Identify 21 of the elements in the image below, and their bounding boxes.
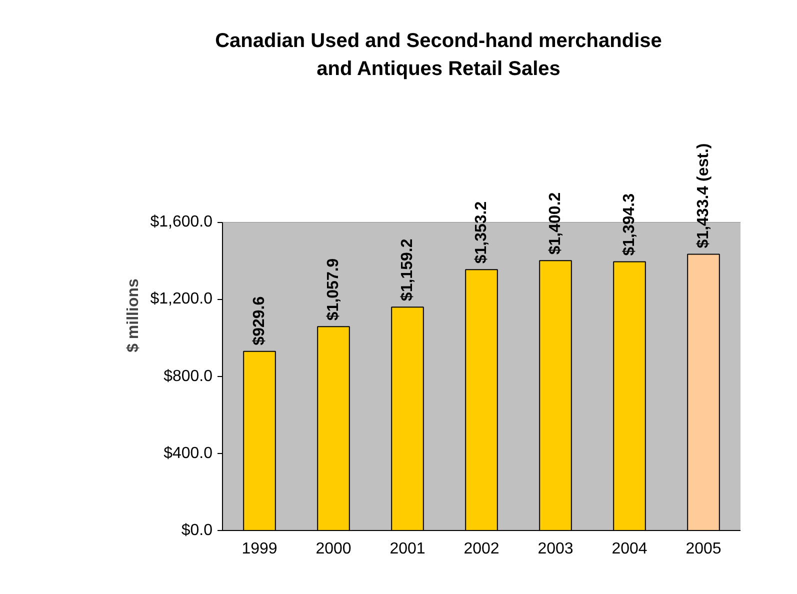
x-tick-label: 1999 <box>242 540 278 558</box>
y-tick-label: $0.0 <box>181 522 213 539</box>
data-label: $1,057.9 <box>325 258 342 321</box>
x-tick-label: 2001 <box>390 540 426 558</box>
x-tick-label: 2002 <box>464 540 500 558</box>
y-axis-title: $ millions <box>125 278 142 352</box>
data-label: $1,353.2 <box>473 201 490 264</box>
chart-title: Canadian Used and Second-hand merchandise and Antiques Retail Sales <box>215 29 662 82</box>
data-label: $1,159.2 <box>399 238 416 302</box>
x-tick-label: 2004 <box>612 540 648 558</box>
y-tick-label: $1,600.0 <box>150 214 213 231</box>
data-label: $1,433.4 (est.) <box>695 143 712 248</box>
y-tick-label: $1,200.0 <box>150 290 213 308</box>
data-label: $1,400.2 <box>547 192 564 255</box>
y-tick-label: $800.0 <box>164 368 213 385</box>
data-label: $929.6 <box>251 296 268 346</box>
data-label: $1,394.3 <box>621 193 638 256</box>
x-tick-label: 2005 <box>686 540 722 558</box>
x-tick-label: 2000 <box>316 540 352 558</box>
x-tick-label: 2003 <box>538 540 574 558</box>
y-tick-label: $400.0 <box>164 444 213 462</box>
